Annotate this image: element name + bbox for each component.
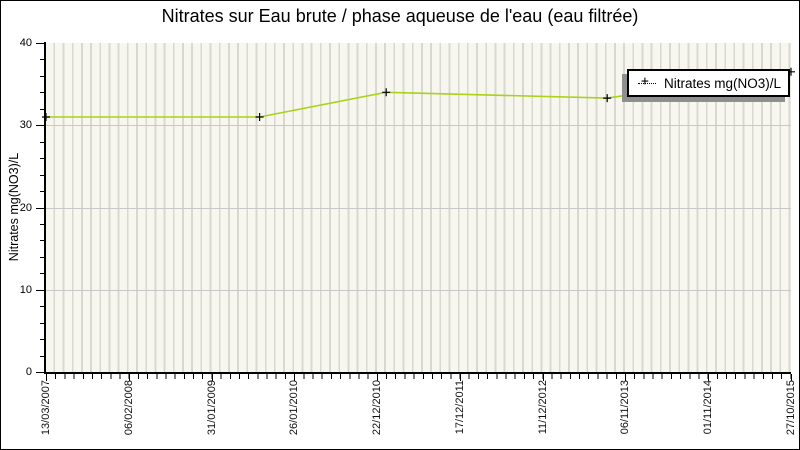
y-tick-label: 0 bbox=[25, 366, 32, 378]
y-minor-tick bbox=[40, 158, 44, 160]
x-major-tick bbox=[294, 374, 296, 381]
x-axis-line bbox=[44, 372, 791, 374]
y-gridline bbox=[46, 125, 791, 127]
legend-dotted-line bbox=[638, 83, 656, 84]
x-tick-label: 11/12/2012 bbox=[536, 380, 549, 435]
legend-label: Nitrates mg(NO3)/L bbox=[664, 75, 782, 91]
x-major-tick bbox=[459, 374, 461, 381]
x-tick-label: 01/11/2014 bbox=[702, 380, 715, 435]
y-major-tick bbox=[36, 43, 44, 44]
y-major-tick bbox=[36, 372, 44, 373]
legend: + Nitrates mg(NO3)/L bbox=[627, 69, 790, 97]
x-major-tick bbox=[791, 374, 792, 381]
y-minor-tick bbox=[40, 273, 44, 275]
y-minor-tick bbox=[40, 59, 44, 61]
x-tick-label: 26/01/2010 bbox=[288, 380, 301, 436]
x-minor-ticks bbox=[46, 374, 792, 379]
y-minor-tick bbox=[40, 174, 44, 176]
x-tick-label: 27/10/2015 bbox=[785, 380, 797, 436]
y-minor-tick bbox=[40, 75, 44, 77]
y-tick-label: 40 bbox=[19, 37, 32, 49]
x-major-tick bbox=[128, 374, 130, 381]
x-major-tick bbox=[46, 374, 47, 381]
x-major-tick bbox=[625, 374, 627, 381]
x-major-tick bbox=[708, 374, 710, 381]
x-major-tick bbox=[542, 374, 544, 381]
x-tick-label: 31/01/2009 bbox=[205, 380, 218, 436]
y-minor-tick bbox=[40, 240, 44, 242]
legend-line-marker: + bbox=[638, 74, 656, 89]
y-minor-tick bbox=[40, 108, 44, 110]
y-minor-tick bbox=[40, 256, 44, 258]
x-tick-label: 22/12/2010 bbox=[371, 380, 384, 436]
y-gridline bbox=[46, 207, 791, 209]
x-tick-label: 06/02/2008 bbox=[122, 380, 135, 436]
y-minor-tick bbox=[40, 322, 44, 324]
y-major-tick bbox=[36, 207, 44, 209]
y-minor-tick bbox=[40, 355, 44, 357]
y-minor-tick bbox=[40, 191, 44, 193]
y-major-tick bbox=[36, 289, 44, 291]
x-tick-label: 06/11/2013 bbox=[619, 380, 632, 435]
x-tick-label: 13/03/2007 bbox=[40, 380, 52, 436]
y-tick-label: 30 bbox=[19, 119, 32, 132]
y-minor-tick bbox=[40, 141, 44, 143]
y-minor-tick bbox=[40, 223, 44, 225]
data-point-plus-markers bbox=[42, 67, 795, 121]
y-minor-tick bbox=[40, 306, 44, 308]
plus-marker-icon: + bbox=[641, 74, 649, 89]
y-minor-tick bbox=[40, 339, 44, 341]
y-major-tick bbox=[36, 125, 44, 127]
y-axis-line bbox=[44, 42, 46, 374]
y-tick-label: 20 bbox=[19, 201, 32, 214]
y-tick-label: 10 bbox=[19, 283, 32, 296]
x-tick-label: 17/12/2011 bbox=[453, 380, 466, 435]
y-minor-tick bbox=[40, 92, 44, 94]
x-major-tick bbox=[377, 374, 379, 381]
x-major-tick bbox=[211, 374, 213, 381]
y-gridline bbox=[46, 289, 791, 291]
chart-title: Nitrates sur Eau brute / phase aqueuse d… bbox=[161, 6, 639, 26]
